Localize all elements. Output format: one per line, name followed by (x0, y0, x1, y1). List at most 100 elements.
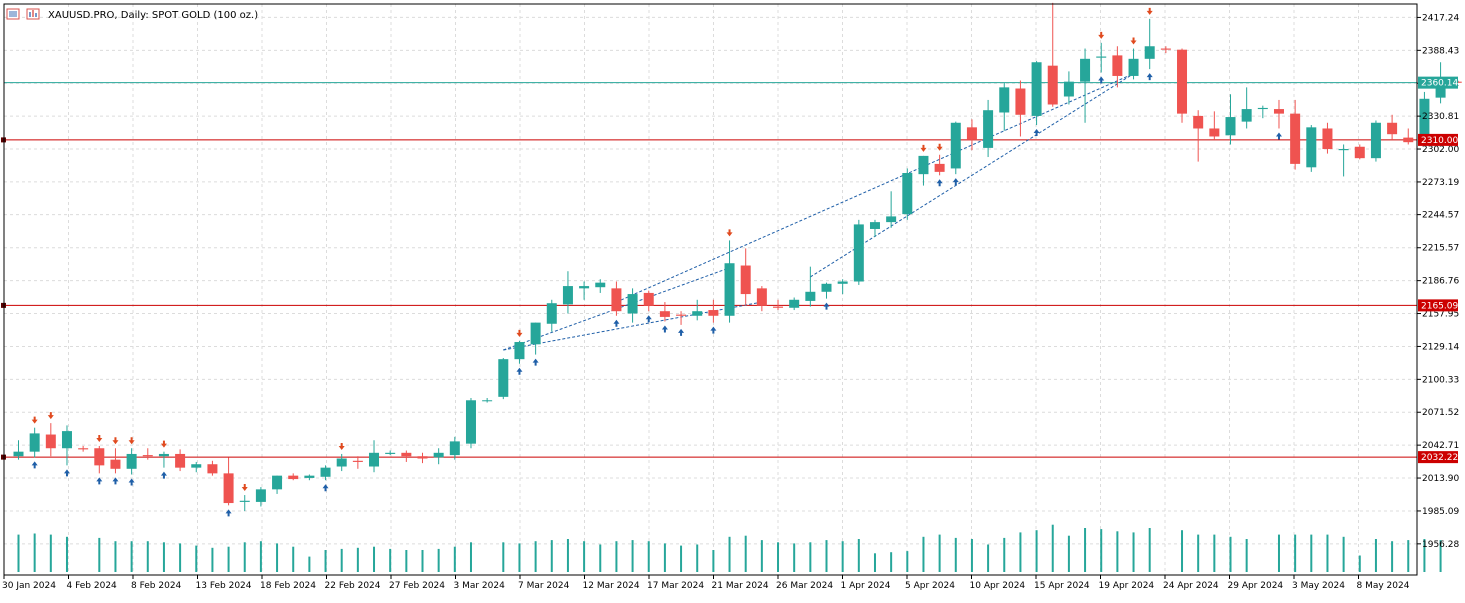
candle-body (1112, 55, 1123, 76)
candle-body (546, 303, 557, 324)
candle-body (1241, 109, 1252, 122)
bid-price-label-bg (1418, 76, 1458, 89)
x-tick-label: 19 Apr 2024 (1099, 581, 1155, 591)
candle-body (207, 464, 218, 474)
candle-body (433, 452, 444, 458)
y-tick-label: 2388.43 (1422, 46, 1459, 56)
horizontal-levels[interactable] (1, 82, 1417, 460)
x-tick-label: 8 May 2024 (1357, 581, 1410, 591)
buy-arrow-icon (1146, 73, 1153, 81)
sell-arrow-icon (47, 412, 54, 420)
buy-arrow-icon (31, 461, 38, 469)
volume-bars (17, 524, 1442, 572)
y-tick-label: 2100.33 (1422, 375, 1459, 385)
y-tick-label: 2042.71 (1422, 441, 1459, 451)
candle-body (1160, 48, 1171, 50)
x-tick-label: 3 Mar 2024 (454, 581, 506, 591)
candle-body (78, 448, 89, 450)
sell-arrow-icon (128, 437, 135, 445)
plot-frame (3, 3, 1418, 576)
candle-body (272, 475, 283, 490)
candles (13, 2, 1462, 512)
candle-body (126, 453, 137, 469)
candle-body (983, 110, 994, 148)
candle-body (1403, 137, 1414, 143)
x-tick-label: 12 Mar 2024 (583, 581, 640, 591)
level-price-label-bg (1418, 451, 1458, 464)
x-tick-label: 4 Feb 2024 (67, 581, 118, 591)
candle-body (821, 283, 832, 292)
level-price-label-bg (1418, 133, 1458, 146)
buy-arrow-icon (532, 358, 539, 366)
y-tick-label: 1985.09 (1422, 507, 1459, 517)
sell-arrow-icon (1146, 7, 1153, 15)
y-tick-label: 2330.81 (1422, 112, 1459, 122)
sell-arrow-icon (726, 229, 733, 237)
x-tick-label: 1 Apr 2024 (841, 581, 891, 591)
x-tick-label: 8 Feb 2024 (131, 581, 182, 591)
candle-body (482, 400, 493, 402)
candle-body (676, 314, 687, 316)
candle-body (562, 286, 573, 305)
level-price-label: 2032.22 (1421, 453, 1458, 463)
trend-line (503, 301, 762, 351)
candle-body (902, 173, 913, 215)
x-tick-label: 13 Feb 2024 (196, 581, 252, 591)
candle-body (94, 448, 105, 466)
candle-body (352, 460, 363, 462)
trend-line (616, 73, 1134, 303)
candle-body (191, 464, 202, 468)
y-tick-label: 2013.90 (1422, 474, 1459, 484)
buy-arrow-icon (322, 484, 329, 492)
candle-body (950, 122, 961, 169)
sell-arrow-icon (920, 144, 927, 152)
chart-window-icon[interactable] (6, 8, 20, 20)
sell-arrow-icon (31, 416, 38, 424)
candle-body (918, 155, 929, 175)
candle-body (1322, 128, 1333, 150)
candle-body (805, 291, 816, 301)
y-tick-label: 2244.57 (1422, 211, 1459, 221)
buy-arrow-icon (160, 471, 167, 479)
y-tick-label: 2071.52 (1422, 408, 1459, 418)
sell-arrow-icon (516, 329, 523, 337)
candle-body (1177, 49, 1188, 114)
sell-arrow-icon (338, 442, 345, 450)
axes: 2417.242388.432359.622330.812302.002273.… (2, 3, 1459, 591)
candle-body (789, 299, 800, 308)
y-tick-label: 2417.24 (1422, 13, 1459, 23)
candle-body (1419, 98, 1430, 143)
buy-arrow-icon (678, 328, 685, 336)
buy-arrow-icon (645, 315, 652, 323)
candle-body (1128, 58, 1139, 76)
candle-body (45, 434, 56, 449)
candle-body (692, 311, 703, 316)
x-tick-label: 7 Mar 2024 (518, 581, 570, 591)
candle-body (1225, 117, 1236, 136)
candle-body (724, 263, 735, 316)
candle-body (756, 288, 767, 306)
level-price-label: 2165.09 (1421, 301, 1458, 311)
candle-body (1047, 65, 1058, 105)
buy-arrow-icon (936, 179, 943, 187)
candle-body (385, 452, 396, 454)
candle-body (465, 400, 476, 444)
x-tick-label: 10 Apr 2024 (970, 581, 1026, 591)
candle-body (853, 224, 864, 282)
sell-arrow-icon (160, 440, 167, 448)
indicator-list-icon[interactable] (26, 8, 40, 20)
buy-arrow-icon (112, 477, 119, 485)
trade-arrows (31, 7, 1282, 517)
candle-body (1063, 81, 1074, 97)
candle-body (1257, 107, 1268, 110)
candle-body (1144, 46, 1155, 59)
candle-body (1435, 81, 1446, 98)
candle-body (1387, 122, 1398, 135)
x-tick-label: 30 Jan 2024 (2, 581, 56, 591)
candle-body (643, 292, 654, 306)
candle-body (158, 453, 169, 457)
candle-body (1290, 113, 1301, 164)
candle-body (595, 282, 606, 288)
